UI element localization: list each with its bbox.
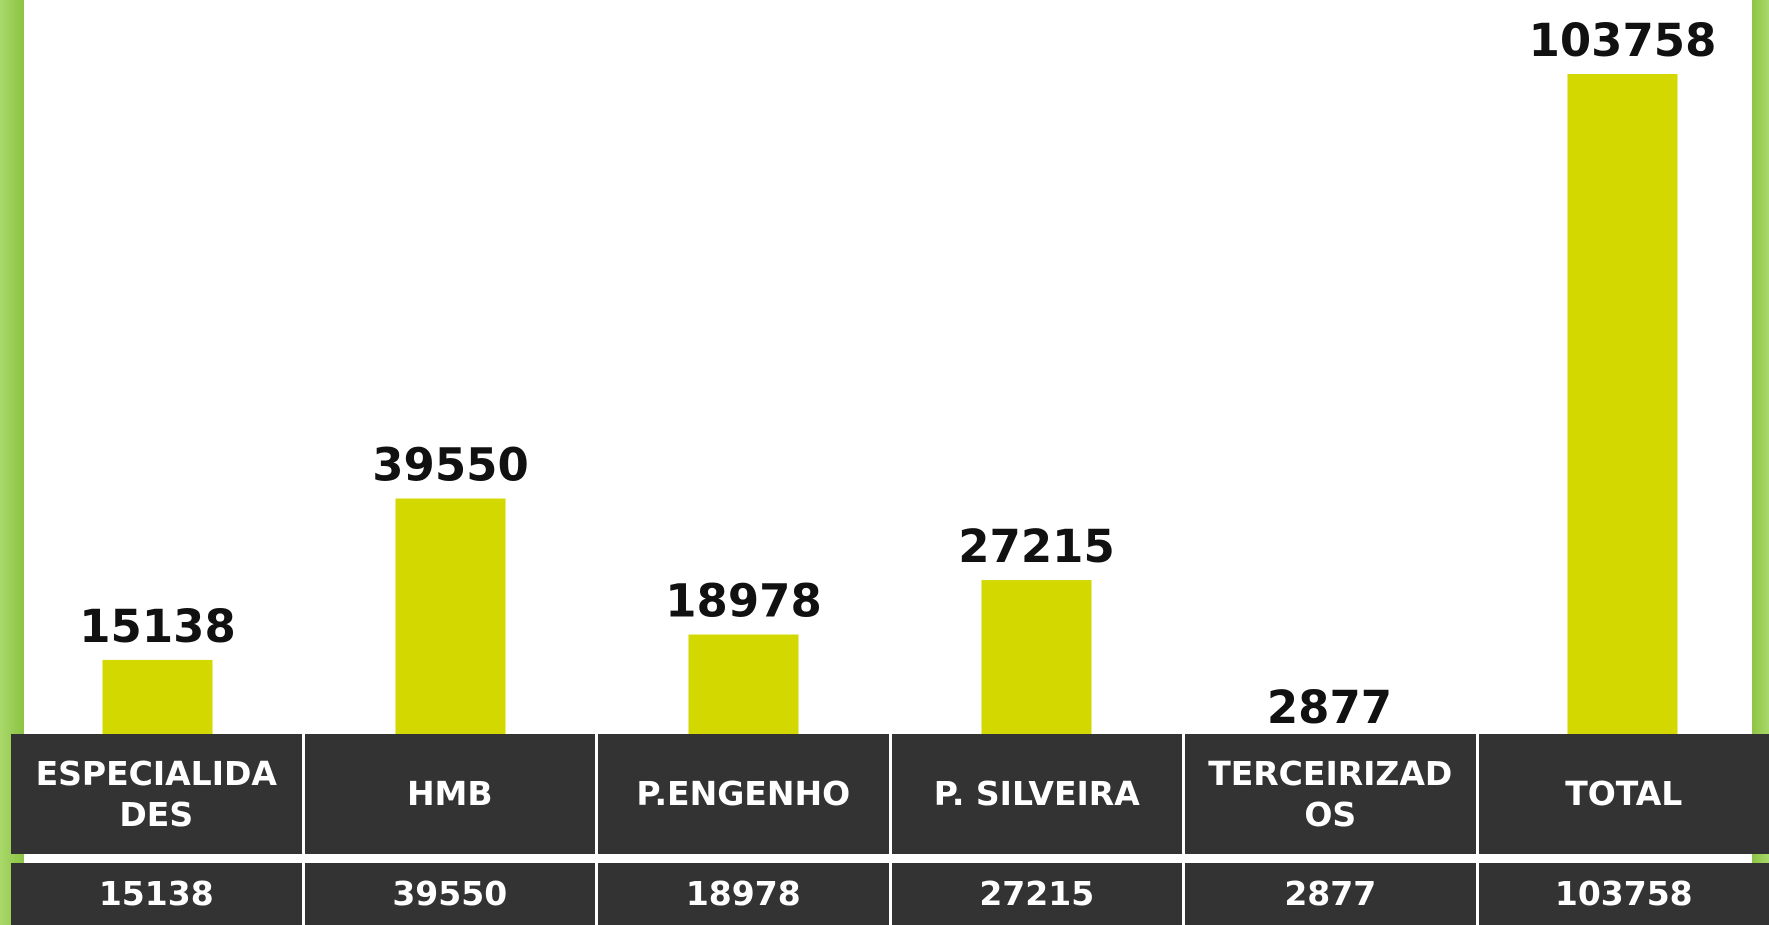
category-cell: P. SILVEIRA [891, 734, 1182, 854]
table-header-row: ESPECIALIDADES HMB P.ENGENHO P. SILVEIRA TER… [11, 734, 1769, 854]
bar [981, 580, 1092, 734]
data-label: 39550 [372, 439, 529, 492]
value-cell: 15138 [11, 863, 302, 925]
category-cell: HMB [304, 734, 595, 854]
data-label: 27215 [958, 520, 1115, 573]
bar [688, 634, 799, 734]
data-label: 15138 [79, 600, 236, 653]
bar [1567, 74, 1678, 734]
category-cell: ESPECIALIDADES [11, 734, 302, 854]
table-value-row: 15138 39550 18978 27215 2877 103758 [11, 863, 1769, 925]
bar [102, 659, 213, 734]
value-cell: 39550 [304, 863, 595, 925]
category-cell: P.ENGENHO [598, 734, 889, 854]
category-cell: TOTAL [1478, 734, 1769, 854]
data-label: 2877 [1267, 681, 1392, 734]
value-cell: 103758 [1478, 863, 1769, 925]
data-label: 18978 [665, 575, 822, 628]
value-cell: 27215 [891, 863, 1182, 925]
value-cell: 18978 [598, 863, 889, 925]
value-cell: 2877 [1185, 863, 1476, 925]
category-cell: TERCEIRIZADOS [1185, 734, 1476, 854]
data-label: 103758 [1529, 14, 1717, 67]
chart: 15138 39550 18978 27215 2877 103758 [79, 14, 1717, 734]
bar [395, 498, 506, 734]
